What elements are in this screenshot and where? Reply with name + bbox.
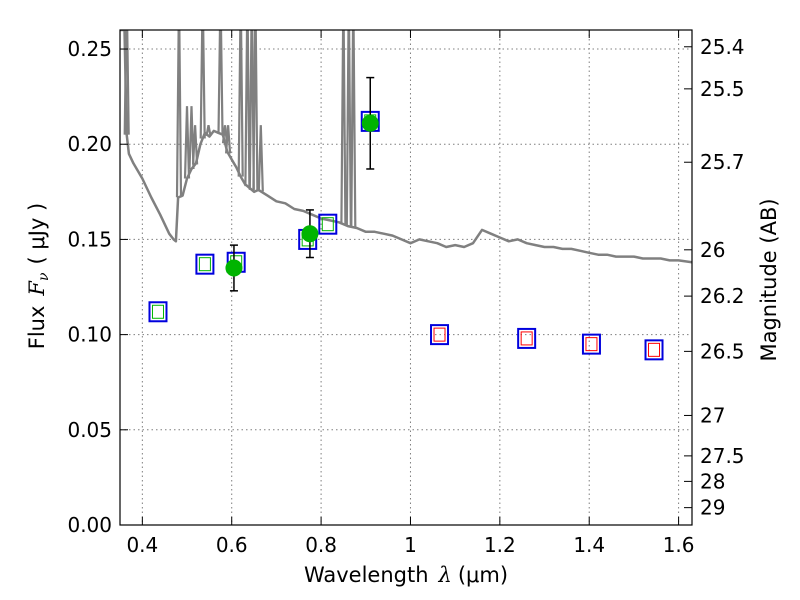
model-box-inner — [198, 257, 211, 272]
model-box-outer — [517, 327, 537, 349]
spectrum-spike — [192, 125, 199, 165]
spectrum-spike — [340, 30, 347, 225]
spectrum-spike — [225, 125, 232, 154]
spectrum-spike — [205, 124, 212, 137]
observed-point — [301, 225, 319, 243]
spectrum-spike — [257, 125, 264, 192]
spectrum-spike — [217, 30, 224, 134]
x-axis-label-unit: (μm) — [458, 563, 508, 587]
model-spectrum — [120, 30, 692, 264]
magnitude-tick-label: 27 — [700, 403, 725, 427]
y-axis-label: Flux Fν ( μJy ) — [25, 203, 52, 349]
magnitude-tick-label: 25.4 — [700, 35, 745, 59]
spectrum-spike — [175, 30, 183, 198]
x-axis-label-text: Wavelength — [304, 563, 429, 587]
y-tick-label: 0.25 — [67, 37, 112, 61]
observed-point — [361, 114, 379, 132]
spectrum-spike — [244, 30, 251, 187]
model-box-inner — [585, 337, 598, 352]
photometry-points — [148, 76, 664, 361]
x-tick-label: 1.2 — [484, 533, 516, 557]
x-tick-label: 1.4 — [573, 533, 605, 557]
spectrum-spike — [350, 30, 357, 228]
y-tick-label: 0.20 — [67, 132, 112, 156]
model-box-inner — [648, 342, 661, 357]
x-axis-label-symbol: λ — [438, 563, 452, 587]
x-axis-label: Wavelength λ (μm) — [304, 563, 508, 587]
model-box-outer — [318, 213, 338, 235]
model-box-outer — [148, 301, 168, 323]
magnitude-tick-label: 28 — [700, 469, 725, 493]
x-tick-label: 1 — [404, 533, 417, 557]
spectrum-line — [120, 30, 692, 264]
spectrum-spike — [252, 30, 259, 192]
model-box-outer — [430, 324, 450, 346]
y-axis-label-text: Flux — [25, 306, 49, 350]
magnitude-tick-label: 27.5 — [700, 444, 745, 468]
spectrum-spike — [345, 30, 352, 227]
spectrum-spike — [199, 30, 206, 139]
magnitude-axis-label: Magnitude (AB) — [757, 198, 781, 361]
y-tick-label: 0.00 — [67, 513, 112, 537]
model-box-inner — [520, 331, 533, 346]
magnitude-tick-label: 25.7 — [700, 150, 745, 174]
model-box-inner — [151, 304, 164, 319]
model-box-inner — [433, 327, 446, 342]
observed-point — [225, 259, 243, 277]
plot-frame — [119, 29, 693, 526]
x-tick-label: 1.6 — [663, 533, 695, 557]
magnitude-tick-label: 26 — [700, 238, 725, 262]
magnitude-tick-label: 25.5 — [700, 77, 745, 101]
y-axis-label-unit: ( μJy ) — [25, 203, 49, 265]
y-tick-label: 0.15 — [67, 227, 112, 251]
model-box-inner — [321, 217, 334, 232]
x-tick-label: 0.6 — [216, 533, 248, 557]
model-box-outer — [581, 333, 601, 355]
magnitude-tick-label: 26.5 — [700, 339, 745, 363]
magnitude-tick-label: 29 — [700, 496, 725, 520]
y-axis-label-symbol: F — [25, 280, 49, 297]
model-box-outer — [195, 253, 215, 275]
spectrum-spike — [183, 106, 191, 179]
y-axis-label-subscript: ν — [36, 272, 52, 281]
y-tick-label: 0.05 — [67, 418, 112, 442]
axis-ticks: 0.4 0.6 0.8 1 1.2 1.4 1.6 0.00 0.05 0.10 0.15 0.20 0… — [67, 30, 745, 557]
x-tick-label: 0.8 — [305, 533, 337, 557]
spectrum-spike — [237, 30, 244, 177]
model-box-outer — [644, 339, 664, 361]
magnitude-tick-label: 26.2 — [700, 284, 745, 308]
y-tick-label: 0.10 — [67, 323, 112, 347]
x-tick-label: 0.4 — [126, 533, 158, 557]
spectrum-spike — [123, 30, 130, 135]
